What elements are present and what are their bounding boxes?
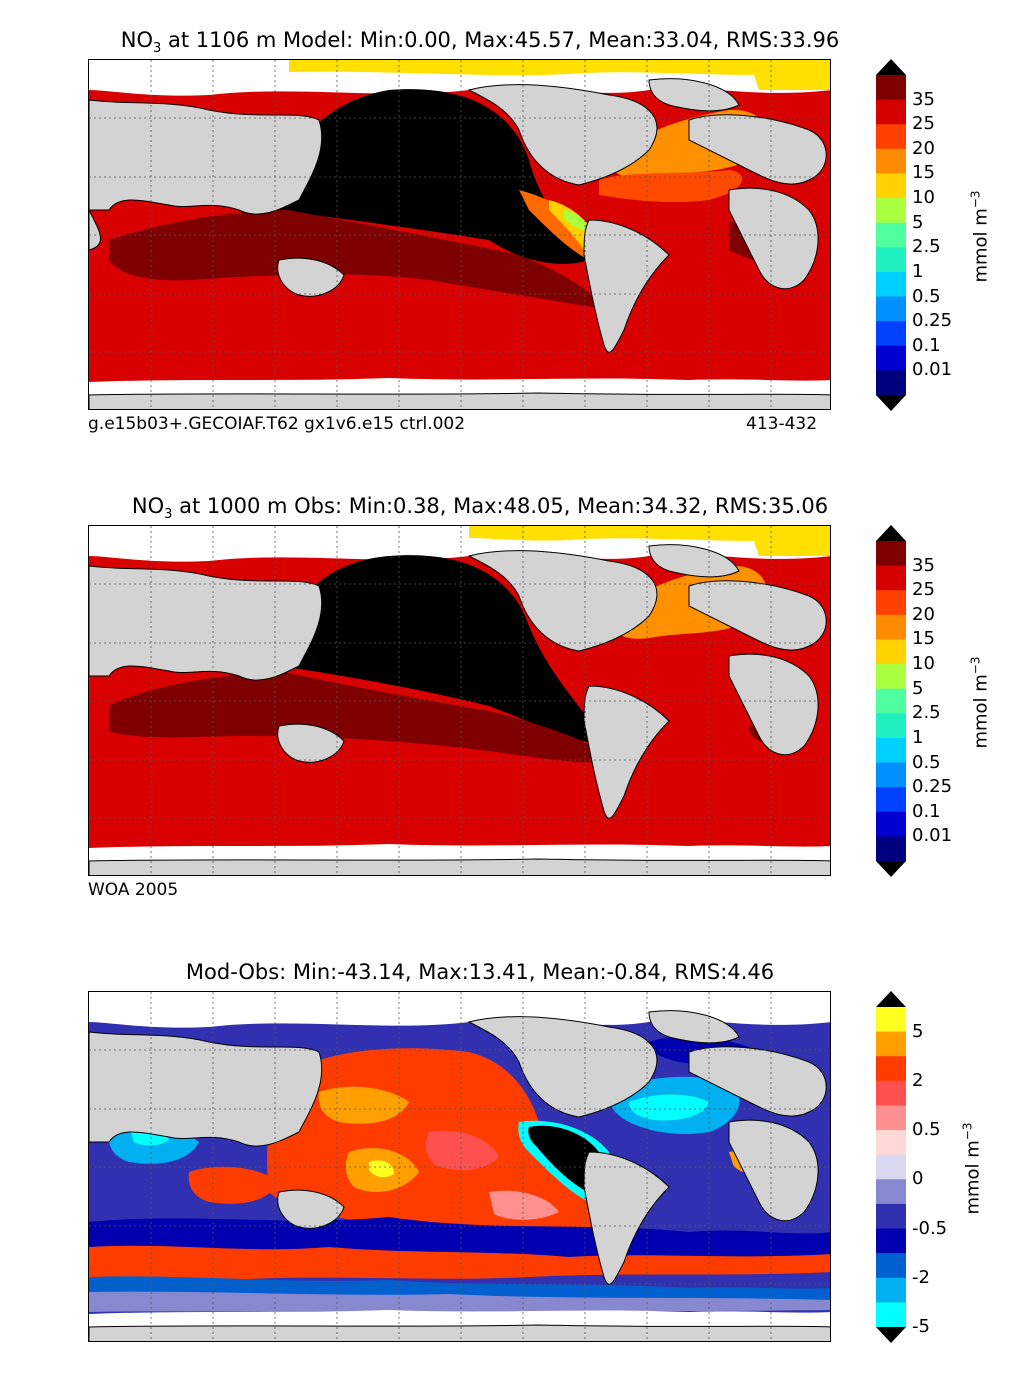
colorbar-tick-label: 35 — [912, 88, 935, 110]
colorbar-segment — [876, 148, 906, 174]
colorbar-obs-svg — [876, 525, 906, 877]
colorbar-segment — [876, 1179, 906, 1205]
colorbar-segment — [876, 541, 906, 567]
colorbar-tick-label: 0.01 — [912, 359, 953, 381]
colorbar-model-unit: mmol m−3 — [968, 190, 992, 283]
caption-model-years: 413-432 — [746, 414, 818, 434]
colorbar-segment — [876, 565, 906, 591]
colorbar-segment — [876, 173, 906, 199]
colorbar-segment — [876, 590, 906, 616]
colorbar-segment — [876, 1277, 906, 1303]
title-prefix: NO — [131, 494, 165, 518]
colorbar-segment — [876, 811, 906, 837]
caption-model-run: g.e15b03+.GECOIAF.T62 gx1v6.e15 ctrl.002 — [88, 414, 466, 434]
map-model — [88, 59, 831, 410]
title-prefix: NO — [120, 28, 154, 52]
colorbar-obs-unit: mmol m−3 — [968, 656, 992, 749]
panel-title-diff: Mod-Obs: Min:-43.14, Max:13.41, Mean:-0.… — [0, 960, 960, 984]
colorbar-tick-label: 2.5 — [912, 702, 941, 724]
colorbar-segment — [876, 124, 906, 150]
colorbar-tick-label: 0.5 — [912, 285, 941, 307]
map-diff — [88, 991, 831, 1342]
colorbar-diff-unit: mmol m−3 — [960, 1122, 984, 1215]
colorbar-tick-label: 20 — [912, 603, 935, 625]
colorbar-tick-label: 0.5 — [912, 1119, 941, 1141]
colorbar-diff-svg — [876, 991, 906, 1343]
colorbar-segment — [876, 688, 906, 714]
colorbar-tick-label: 0.25 — [912, 776, 953, 798]
colorbar-segment — [876, 639, 906, 665]
title-subscript: 3 — [153, 41, 162, 56]
colorbar-tick-label: 10 — [912, 187, 935, 209]
colorbar-segment — [876, 1154, 906, 1180]
colorbar-tick-label: 0.25 — [912, 310, 953, 332]
map-obs — [88, 525, 831, 876]
colorbar-tick-label: 5 — [912, 677, 924, 699]
colorbar-model — [876, 59, 906, 411]
colorbar-tick-label: 25 — [912, 579, 935, 601]
colorbar-segment — [876, 1203, 906, 1230]
colorbar-tick-label: 15 — [912, 628, 935, 650]
panel-title-model: NO3 at 1106 m Model: Min:0.00, Max:45.57… — [0, 28, 960, 56]
colorbar-segment — [876, 1007, 906, 1033]
colorbar-tick-label: 0.1 — [912, 334, 941, 356]
colorbar-segment — [876, 762, 906, 788]
colorbar-segment — [876, 99, 906, 125]
colorbar-tick-label: 35 — [912, 554, 935, 576]
colorbar-segment — [876, 222, 906, 248]
title-subscript: 3 — [164, 507, 173, 522]
colorbar-segment — [876, 1302, 906, 1328]
caption-obs-source: WOA 2005 — [88, 880, 179, 900]
colorbar-segment — [876, 247, 906, 273]
colorbar-segment — [876, 737, 906, 764]
colorbar-segment — [876, 198, 906, 224]
colorbar-segment — [876, 836, 906, 862]
colorbar-tick-label: -5 — [912, 1316, 930, 1337]
colorbar-tick-label: 5 — [912, 211, 924, 233]
colorbar-tick-label: 0.1 — [912, 800, 941, 822]
colorbar-tick-label: 0.01 — [912, 825, 953, 847]
colorbar-model-svg — [876, 59, 906, 411]
panel-title-obs: NO3 at 1000 m Obs: Min:0.38, Max:48.05, … — [0, 494, 960, 522]
colorbar-tick-label: -2 — [912, 1266, 930, 1288]
colorbar-segment — [876, 1253, 906, 1279]
colorbar-segment — [876, 1031, 906, 1057]
colorbar-tick-label: -0.5 — [912, 1217, 948, 1239]
colorbar-tick-label: 2 — [912, 1069, 924, 1091]
colorbar-segment — [876, 1105, 906, 1131]
colorbar-segment — [876, 1130, 906, 1156]
colorbar-obs — [876, 525, 906, 877]
colorbar-segment — [876, 664, 906, 690]
colorbar-tick-label: 5 — [912, 1020, 924, 1042]
colorbar-segment — [876, 321, 906, 347]
colorbar-segment — [876, 1228, 906, 1254]
colorbar-segment — [876, 1080, 906, 1106]
colorbar-tick-label: 2.5 — [912, 236, 941, 258]
colorbar-tick-label: 15 — [912, 162, 935, 184]
colorbar-tick-label: 0 — [912, 1168, 924, 1190]
colorbar-segment — [876, 271, 906, 298]
colorbar-tick-label: 1 — [912, 726, 924, 748]
colorbar-segment — [876, 370, 906, 396]
colorbar-tick-label: 10 — [912, 653, 935, 675]
colorbar-segment — [876, 787, 906, 813]
colorbar-segment — [876, 296, 906, 322]
title-text: at 1106 m Model: Min:0.00, Max:45.57, Me… — [161, 28, 840, 52]
colorbar-segment — [876, 75, 906, 101]
colorbar-diff — [876, 991, 906, 1343]
title-text: Mod-Obs: Min:-43.14, Max:13.41, Mean:-0.… — [185, 960, 775, 984]
colorbar-segment — [876, 614, 906, 640]
colorbar-tick-label: 20 — [912, 137, 935, 159]
colorbar-tick-label: 1 — [912, 260, 924, 282]
colorbar-tick-label: 25 — [912, 113, 935, 135]
colorbar-segment — [876, 713, 906, 739]
colorbar-tick-label: 0.5 — [912, 751, 941, 773]
title-text: at 1000 m Obs: Min:0.38, Max:48.05, Mean… — [172, 494, 829, 518]
colorbar-segment — [876, 1056, 906, 1082]
colorbar-segment — [876, 345, 906, 371]
